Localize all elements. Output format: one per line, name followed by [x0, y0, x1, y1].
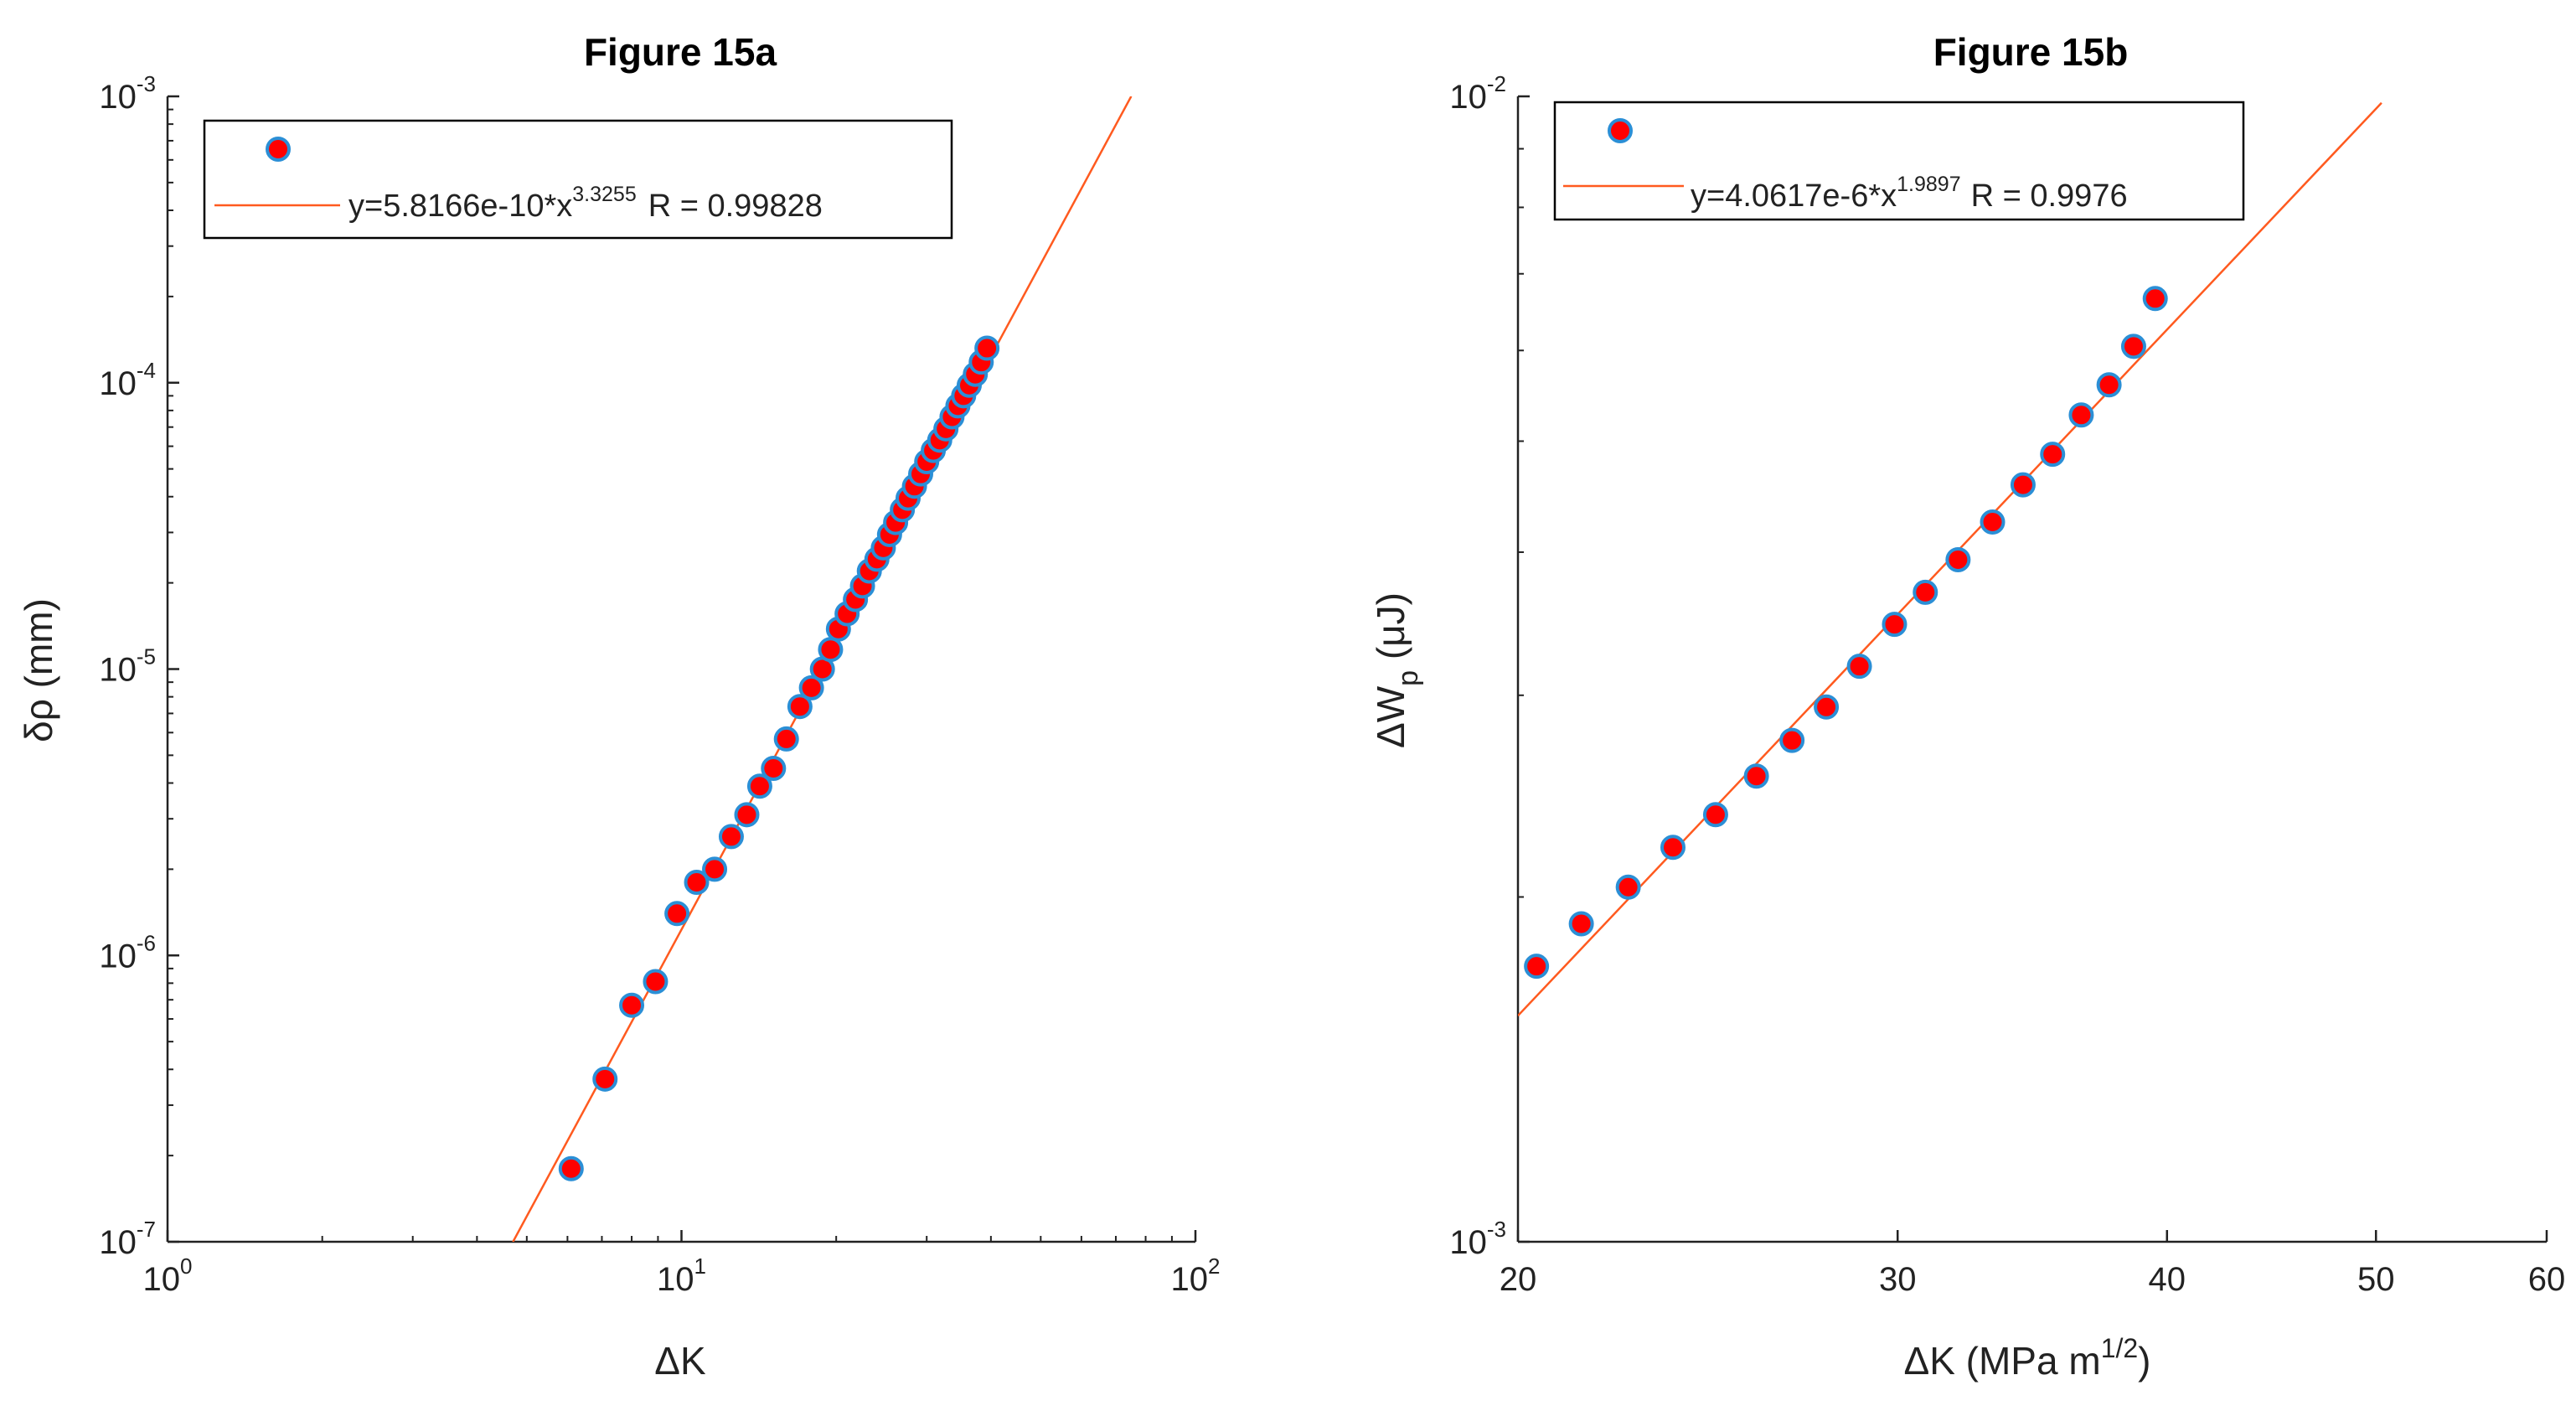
legend-box: y=5.8166e-10*x3.3255 R = 0.99828 — [203, 119, 953, 240]
data-point — [1980, 509, 2006, 535]
x-tick-label: 60 — [2528, 1261, 2566, 1298]
data-point — [702, 856, 728, 882]
x-tick-label: 102 — [1171, 1254, 1221, 1298]
legend-box: y=4.0617e-6*x1.9897 R = 0.9976 — [1553, 101, 2245, 221]
x-tick-label: 40 — [2149, 1261, 2186, 1298]
plot-area: 20 30 40 50 60 10-3 10-2 — [1449, 71, 2565, 1298]
data-point — [1814, 694, 1840, 720]
y-tick-label: 10-4 — [99, 358, 156, 402]
figure-15a-panel: Figure 15a 100 101 102 10-7 10-6 10-5 10-4 10-3… — [17, 30, 1220, 1383]
data-point — [1568, 911, 1594, 937]
chart-title: Figure 15a — [584, 30, 777, 74]
data-point — [643, 969, 669, 995]
data-point — [592, 1066, 618, 1092]
data-point — [558, 1155, 584, 1181]
figure-15b-panel: Figure 15b 20 30 40 50 60 10-3 10-2 ΔK (MPa m1… — [1369, 30, 2565, 1383]
data-point — [2142, 286, 2168, 312]
data-point — [818, 637, 844, 663]
x-tick-label: 50 — [2357, 1261, 2395, 1298]
data-point — [684, 870, 710, 896]
y-tick-label: 10-2 — [1449, 71, 1506, 116]
y-tick-label: 10-6 — [99, 930, 156, 974]
data-point — [2040, 442, 2066, 468]
y-axis-label: δρ (mm) — [17, 598, 60, 742]
axes: 100 101 102 10-7 10-6 10-5 10-4 10-3 — [99, 71, 1220, 1298]
data-point — [1846, 654, 1872, 680]
data-point — [773, 726, 799, 752]
data-point — [1702, 802, 1728, 828]
data-point — [1743, 763, 1769, 789]
data-point — [761, 756, 787, 782]
data-point — [1945, 546, 1971, 572]
data-point — [2096, 372, 2122, 398]
data-point — [1913, 579, 1938, 605]
data-points — [1524, 286, 2168, 980]
legend-fit-label: y=5.8166e-10*x3.3255 R = 0.99828 — [348, 183, 823, 224]
x-tick-label: 30 — [1879, 1261, 1917, 1298]
data-point — [798, 675, 824, 700]
data-point — [746, 773, 772, 799]
data-point — [974, 335, 1000, 361]
data-point — [619, 992, 645, 1018]
data-point — [1524, 954, 1550, 980]
data-point — [718, 824, 744, 850]
chart-title: Figure 15b — [1933, 30, 2129, 74]
x-axis-label: ΔK (MPa m1/2) — [1903, 1333, 2150, 1383]
data-point — [664, 901, 690, 927]
data-point — [734, 802, 760, 828]
data-points — [558, 335, 1000, 1181]
plot-area: 100 101 102 10-7 10-6 10-5 10-4 10-3 — [99, 71, 1220, 1298]
data-point — [1882, 612, 1907, 638]
axes: 20 30 40 50 60 10-3 10-2 — [1449, 71, 2565, 1298]
data-point — [2068, 402, 2094, 428]
y-axis-label: ΔWp (μJ) — [1369, 592, 1424, 748]
minor-ticks — [168, 108, 1173, 1242]
data-point — [2010, 472, 2036, 498]
minor-ticks — [1518, 147, 2377, 1242]
x-tick-label: 100 — [143, 1254, 193, 1298]
x-tick-label: 20 — [1500, 1261, 1537, 1298]
data-point — [1615, 874, 1641, 900]
legend-marker-data — [1608, 118, 1633, 143]
legend-fit-label: y=4.0617e-6*x1.9897 R = 0.9976 — [1691, 173, 2128, 214]
y-tick-label: 10-3 — [99, 71, 156, 116]
y-tick-label: 10-7 — [99, 1217, 156, 1261]
x-axis-label: ΔK — [654, 1339, 706, 1383]
y-tick-label: 10-5 — [99, 644, 156, 689]
data-point — [2120, 333, 2146, 359]
data-point — [1660, 835, 1686, 861]
y-tick-label: 10-3 — [1449, 1217, 1506, 1261]
data-point — [1779, 727, 1805, 753]
x-tick-label: 101 — [657, 1254, 706, 1298]
legend-marker-data — [266, 137, 291, 162]
data-point — [787, 694, 813, 720]
